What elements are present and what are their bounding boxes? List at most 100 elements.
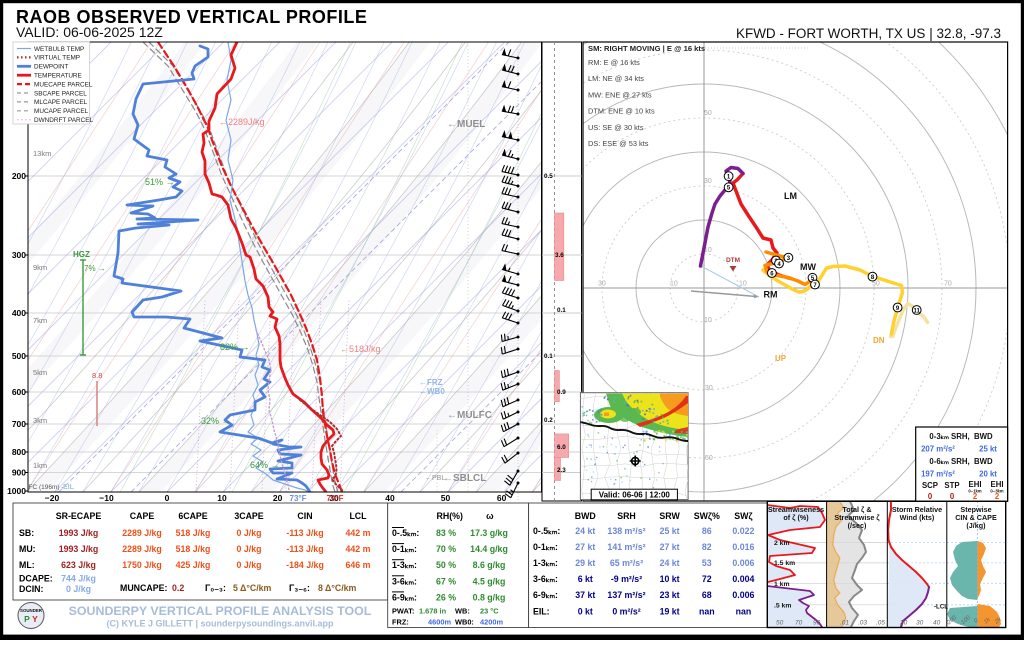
svg-text:1.678 in: 1.678 in — [419, 607, 447, 616]
svg-text:.03: .03 — [858, 620, 867, 627]
svg-text:800: 800 — [12, 447, 26, 457]
svg-text:425 J/kg: 425 J/kg — [176, 560, 211, 570]
svg-text:(C) KYLE J GILLETT | sounderpy: (C) KYLE J GILLETT | sounderpysoundings.… — [106, 619, 334, 629]
svg-text:68: 68 — [702, 590, 712, 600]
svg-text:500: 500 — [12, 351, 26, 361]
svg-text:0 kt: 0 kt — [578, 606, 593, 616]
svg-text:82: 82 — [702, 542, 712, 552]
svg-text:4600m: 4600m — [428, 618, 451, 627]
svg-text:SCP: SCP — [922, 481, 938, 490]
svg-text:50: 50 — [441, 493, 451, 503]
svg-text:900: 900 — [12, 468, 26, 478]
svg-text:83 %: 83 % — [436, 528, 456, 538]
svg-text:(J/kg): (J/kg) — [966, 521, 986, 530]
svg-text:20 kt: 20 kt — [979, 470, 997, 479]
svg-text:50: 50 — [704, 110, 712, 117]
svg-text:646 m: 646 m — [346, 560, 371, 570]
svg-text:0.022: 0.022 — [732, 526, 754, 536]
svg-text:0.2: 0.2 — [544, 417, 553, 424]
svg-text:1000: 1000 — [7, 486, 26, 496]
svg-text:50 %: 50 % — [436, 560, 456, 570]
svg-text:DEWPOINT: DEWPOINT — [34, 64, 69, 71]
svg-text:DS: ESE @ 53 kts: DS: ESE @ 53 kts — [588, 139, 649, 148]
svg-text:2.3: 2.3 — [557, 467, 566, 474]
svg-text:26 %: 26 % — [436, 592, 456, 602]
svg-text:40: 40 — [385, 493, 395, 503]
svg-text:30: 30 — [916, 620, 924, 627]
svg-text:1993 J/kg: 1993 J/kg — [59, 528, 99, 538]
svg-text:Γ₀₋₃:: Γ₀₋₃: — [205, 583, 226, 593]
svg-text:744 J/kg: 744 J/kg — [61, 574, 96, 584]
svg-text:197 m²/s²: 197 m²/s² — [921, 470, 955, 479]
svg-text:3-6ₖₘ:: 3-6ₖₘ: — [392, 576, 417, 586]
svg-text:6-9ₖₘ:: 6-9ₖₘ: — [392, 592, 417, 602]
svg-text:0 J/kg: 0 J/kg — [237, 544, 262, 554]
svg-text:50: 50 — [776, 620, 784, 627]
svg-text:518 J/kg: 518 J/kg — [176, 528, 211, 538]
svg-text:0 J/kg: 0 J/kg — [237, 560, 262, 570]
svg-text:.01: .01 — [840, 620, 849, 627]
svg-text:138 m²/s²: 138 m²/s² — [607, 526, 645, 536]
svg-text:27 kt: 27 kt — [575, 542, 595, 552]
svg-text:3km: 3km — [33, 416, 47, 425]
svg-text:TEMPERATURE: TEMPERATURE — [34, 73, 82, 80]
svg-text:9km: 9km — [33, 263, 47, 272]
svg-text:SOUNDER: SOUNDER — [20, 608, 43, 613]
svg-text:Valid: 06-06 | 12:00: Valid: 06-06 | 12:00 — [599, 491, 671, 500]
svg-text:(/sec): (/sec) — [848, 521, 867, 530]
svg-text:90: 90 — [813, 620, 821, 627]
svg-text:200: 200 — [12, 171, 26, 181]
svg-text:2289 J/kg: 2289 J/kg — [122, 544, 162, 554]
svg-text:0.5: 0.5 — [544, 173, 553, 180]
svg-text:8.8: 8.8 — [92, 371, 102, 380]
svg-text:53: 53 — [702, 558, 712, 568]
svg-text:10: 10 — [670, 281, 678, 288]
svg-text:23 kt: 23 kt — [660, 590, 680, 600]
svg-text:7km: 7km — [33, 316, 47, 325]
svg-text:6.0: 6.0 — [557, 444, 566, 451]
svg-text:RM: E @ 16 kts: RM: E @ 16 kts — [588, 58, 640, 67]
svg-text:0 J/kg: 0 J/kg — [66, 584, 91, 594]
svg-text:←2289J/kg: ←2289J/kg — [219, 117, 265, 127]
svg-text:MLCAPE PARCEL: MLCAPE PARCEL — [34, 99, 88, 106]
svg-text:25 kt: 25 kt — [979, 445, 997, 454]
svg-text:←WB0: ←WB0 — [419, 387, 445, 396]
svg-text:LM: LM — [784, 191, 797, 201]
svg-text:-184 J/kg: -184 J/kg — [286, 560, 324, 570]
svg-text:0.006: 0.006 — [732, 558, 754, 568]
svg-text:←SBLCL: ←SBLCL — [443, 473, 486, 484]
svg-text:US: SE @ 30 kts: US: SE @ 30 kts — [588, 123, 644, 132]
svg-text:6CAPE: 6CAPE — [178, 511, 207, 521]
svg-text:137 m²/s²: 137 m²/s² — [607, 590, 645, 600]
svg-text:EIL:: EIL: — [533, 606, 550, 616]
svg-text:20: 20 — [899, 620, 908, 627]
svg-text:0: 0 — [165, 493, 170, 503]
svg-text:RM: RM — [764, 290, 778, 300]
svg-text:141 m²/s²: 141 m²/s² — [607, 542, 645, 552]
svg-text:LCL: LCL — [349, 511, 367, 521]
svg-text:700: 700 — [12, 419, 26, 429]
svg-text:51% →: 51% → — [145, 177, 175, 187]
svg-text:1.5 km: 1.5 km — [774, 560, 795, 567]
svg-text:518 J/kg: 518 J/kg — [176, 544, 211, 554]
svg-text:WB0:: WB0: — [455, 618, 474, 627]
svg-text:MW: ENE @ 27 kts: MW: ENE @ 27 kts — [588, 90, 652, 99]
svg-text:SWζ%: SWζ% — [694, 511, 720, 521]
svg-text:64% →: 64% → — [250, 460, 280, 470]
svg-text:14.4 g/kg: 14.4 g/kg — [470, 544, 508, 554]
svg-text:8.6 g/kg: 8.6 g/kg — [473, 560, 506, 570]
svg-text:0.016: 0.016 — [732, 542, 754, 552]
svg-text:VALID: 06-06-2025 12Z: VALID: 06-06-2025 12Z — [16, 24, 163, 40]
svg-text:40: 40 — [933, 620, 941, 627]
svg-text:−20: −20 — [45, 493, 60, 503]
svg-text:6 kt: 6 kt — [578, 574, 593, 584]
svg-text:5km: 5km — [33, 368, 47, 377]
svg-text:0-.5ₖₘ:: 0-.5ₖₘ: — [533, 526, 560, 536]
svg-text:0.004: 0.004 — [732, 574, 754, 584]
svg-text:MUECAPE PARCEL: MUECAPE PARCEL — [34, 81, 93, 88]
svg-text:3-6ₖₘ:: 3-6ₖₘ: — [533, 574, 558, 584]
svg-text:70 %: 70 % — [436, 544, 456, 554]
svg-text:60: 60 — [497, 493, 507, 503]
svg-text:17.3 g/kg: 17.3 g/kg — [470, 528, 508, 538]
svg-text:0.1: 0.1 — [544, 353, 553, 360]
